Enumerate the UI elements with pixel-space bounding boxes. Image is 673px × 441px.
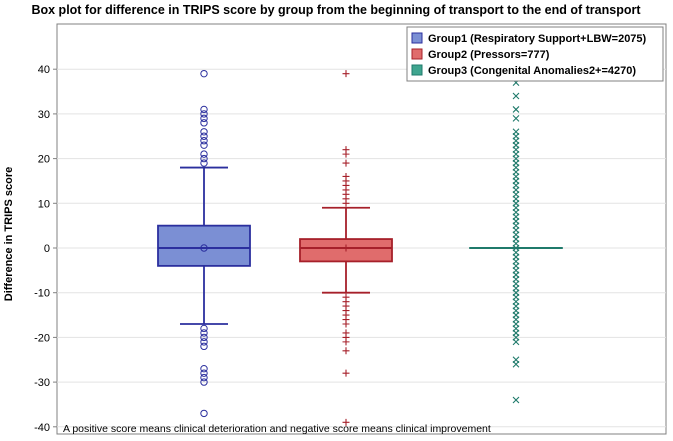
mean-marker [512, 244, 520, 252]
legend-label: Group1 (Respiratory Support+LBW=2075) [428, 33, 647, 45]
outlier-point [342, 418, 350, 426]
outlier-point [200, 373, 208, 382]
outlier-point [200, 119, 208, 127]
chart-title: Box plot for difference in TRIPS score b… [31, 3, 641, 17]
outlier-point [200, 333, 208, 342]
box-series [157, 69, 563, 426]
outlier-point [342, 338, 350, 346]
outlier-point [200, 141, 208, 149]
y-tick-label: 20 [38, 154, 50, 166]
mean-marker [200, 244, 208, 252]
outlier-point [342, 199, 350, 207]
legend-frame [406, 26, 664, 82]
legend-label: Group3 (Congenital Anomalies2+=4270) [428, 65, 636, 77]
footnote: A positive score means clinical deterior… [63, 423, 491, 435]
y-tick-label: 10 [38, 198, 50, 210]
outlier-point [200, 137, 208, 145]
y-tick-label: 0 [44, 243, 50, 255]
outlier-point [342, 159, 350, 167]
y-tick-label: 30 [38, 109, 50, 121]
outlier-point [342, 369, 350, 377]
outlier-point [200, 364, 208, 373]
y-tick-label: -40 [34, 422, 50, 434]
outlier-point [512, 114, 520, 122]
outlier-point [512, 92, 520, 100]
y-tick-label: -30 [34, 377, 50, 389]
outlier-point [200, 378, 208, 386]
legend: Group1 (Respiratory Support+LBW=2075) Gro… [406, 26, 664, 82]
box-group-1 [157, 69, 251, 418]
outlier-point [200, 69, 208, 78]
outlier-point [200, 105, 208, 114]
y-tick-label: 40 [38, 64, 50, 76]
outlier-point [200, 409, 208, 418]
outlier-point [512, 360, 520, 368]
outlier-point [342, 150, 350, 158]
y-axis: 40 30 20 10 0 -10 -20 -30 -40 [34, 64, 57, 434]
outlier-point [200, 324, 208, 333]
legend-swatch [411, 64, 423, 76]
outlier-point [200, 329, 208, 337]
outlier-point [200, 338, 208, 346]
y-tick-label: -10 [34, 288, 50, 300]
outlier-point [200, 159, 208, 167]
legend-swatch [411, 48, 423, 60]
outlier-point [200, 132, 208, 140]
legend-swatch [411, 32, 423, 44]
outlier-point [200, 114, 208, 123]
box-group-3 [469, 70, 563, 404]
plot-frame [56, 23, 667, 435]
outlier-point [512, 396, 520, 404]
box-group-2 [299, 70, 393, 426]
outlier-point [200, 128, 208, 136]
outlier-point [512, 106, 520, 113]
outlier-point [342, 320, 350, 328]
outlier-point [342, 70, 350, 78]
outlier-point [512, 338, 520, 346]
iqr-box [157, 224, 251, 267]
outlier-point [200, 110, 208, 118]
outlier-point [200, 369, 208, 377]
y-axis-label: Difference in TRIPS score [3, 167, 15, 302]
legend-label: Group2 (Pressors=777) [428, 49, 550, 61]
outlier-point [342, 347, 350, 355]
y-tick-label: -20 [34, 332, 50, 344]
outlier-point [200, 154, 208, 163]
outlier-point [200, 342, 208, 351]
mean-marker [342, 244, 350, 252]
outlier-point [200, 150, 208, 158]
